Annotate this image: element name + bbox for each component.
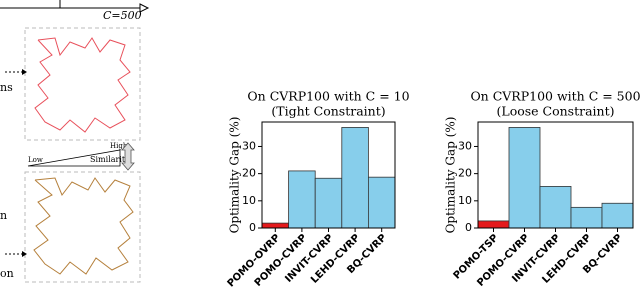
side-label: ns bbox=[0, 81, 13, 94]
y-tick-label: 30 bbox=[458, 139, 472, 152]
y-tick-label: 30 bbox=[242, 139, 256, 152]
y-axis-label: Optimality Gap (%) bbox=[228, 117, 242, 234]
y-tick-label: 20 bbox=[458, 167, 472, 180]
chart-subtitle: (Loose Constraint) bbox=[497, 104, 615, 119]
plot-frame bbox=[477, 121, 634, 229]
bar bbox=[539, 186, 572, 229]
route-box bbox=[24, 171, 141, 283]
low-label: Low bbox=[28, 156, 43, 164]
bar bbox=[261, 222, 290, 229]
y-tick-label: 20 bbox=[242, 167, 256, 180]
route-red bbox=[34, 37, 131, 133]
y-axis-label: Optimality Gap (%) bbox=[444, 117, 458, 234]
side-label: on bbox=[0, 267, 14, 280]
y-tick-label: 10 bbox=[458, 194, 472, 207]
similarity-label: Similarity bbox=[90, 155, 130, 164]
bar bbox=[477, 220, 510, 229]
route-brown bbox=[33, 177, 134, 275]
plot-frame bbox=[261, 121, 396, 229]
similarity-wedge bbox=[27, 149, 121, 167]
y-tick-label: 10 bbox=[242, 194, 256, 207]
chart-title: On CVRP100 with C = 500 bbox=[470, 89, 640, 104]
bar bbox=[508, 127, 541, 229]
high-label: High bbox=[110, 142, 128, 150]
bar bbox=[601, 202, 634, 229]
chart-subtitle: (Tight Constraint) bbox=[271, 104, 385, 119]
arrow-head bbox=[22, 69, 27, 75]
capacity-label: C=500 bbox=[103, 9, 142, 22]
bar bbox=[570, 206, 603, 229]
arrow-head bbox=[22, 251, 27, 257]
double-arrow bbox=[121, 142, 135, 171]
side-label: n bbox=[0, 209, 7, 222]
y-tick-label: 0 bbox=[249, 221, 256, 234]
y-tick-label: 0 bbox=[465, 221, 472, 234]
left-panel: C=500 ns n on Low High Similarity bbox=[0, 0, 150, 283]
arrow-head bbox=[139, 3, 150, 13]
bar bbox=[314, 177, 343, 229]
bar bbox=[288, 170, 316, 229]
bar bbox=[341, 127, 369, 229]
bar bbox=[367, 176, 396, 229]
route-box bbox=[24, 27, 141, 141]
chart-title: On CVRP100 with C = 10 bbox=[247, 89, 409, 104]
